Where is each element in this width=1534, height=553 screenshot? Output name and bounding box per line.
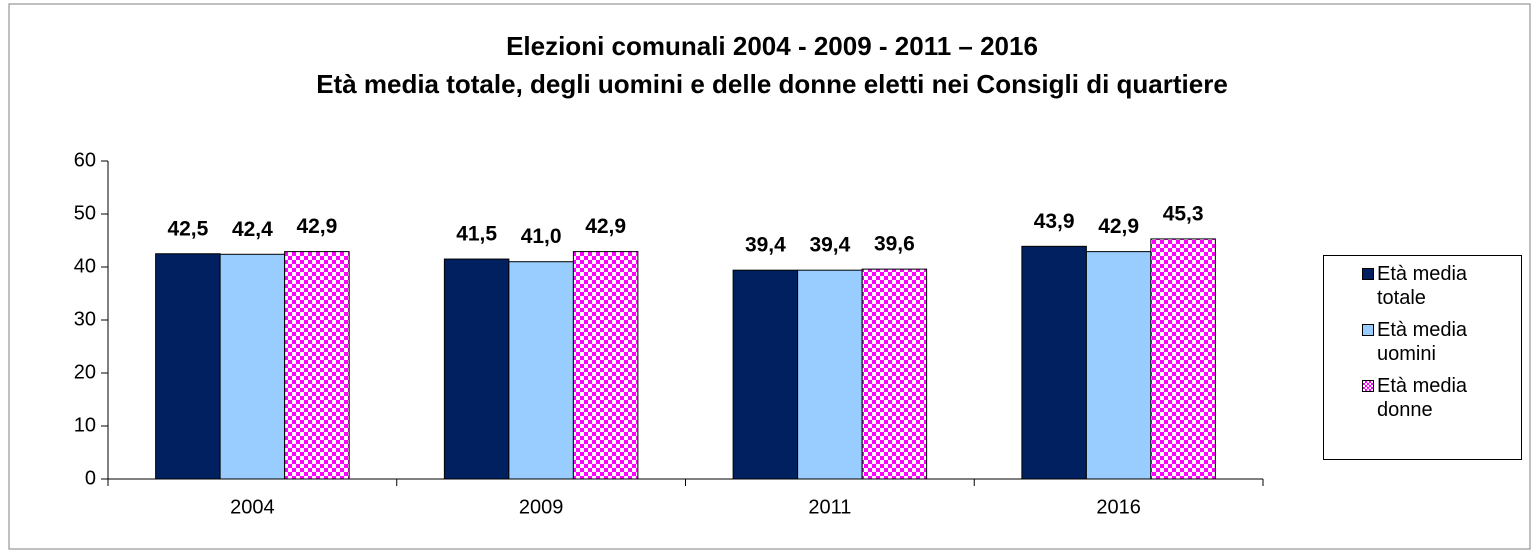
value-label: 42,9 bbox=[585, 215, 626, 238]
value-label: 42,5 bbox=[167, 217, 208, 240]
value-label: 39,4 bbox=[809, 234, 850, 257]
y-tick-label: 30 bbox=[74, 308, 96, 330]
x-tick-label: 2011 bbox=[808, 496, 851, 518]
y-tick-label: 10 bbox=[74, 414, 96, 436]
legend-swatch bbox=[1362, 324, 1374, 336]
legend-item: Età media totale bbox=[1362, 262, 1521, 310]
y-tick-label: 50 bbox=[74, 202, 96, 224]
legend-swatch bbox=[1362, 268, 1374, 280]
bar bbox=[732, 269, 799, 480]
legend-item: Età media uomini bbox=[1362, 318, 1521, 366]
value-label: 45,3 bbox=[1163, 202, 1204, 225]
bar bbox=[797, 269, 863, 480]
bar bbox=[219, 253, 286, 480]
bar bbox=[155, 253, 221, 480]
y-tick-label: 40 bbox=[74, 255, 96, 277]
bar bbox=[1085, 251, 1152, 480]
x-tick-label: 2004 bbox=[230, 496, 275, 518]
bar bbox=[1021, 245, 1087, 480]
value-label: 42,9 bbox=[296, 215, 337, 238]
value-label: 42,9 bbox=[1098, 215, 1139, 238]
bar bbox=[443, 258, 510, 480]
value-label: 41,0 bbox=[521, 225, 562, 248]
x-tick-label: 2009 bbox=[519, 496, 564, 518]
value-label: 39,4 bbox=[745, 234, 786, 257]
value-label: 39,6 bbox=[874, 233, 915, 256]
legend-swatch bbox=[1362, 380, 1374, 392]
chart-subtitle: Età media totale, degli uomini e delle d… bbox=[316, 69, 1228, 99]
value-label: 41,5 bbox=[456, 223, 497, 246]
y-tick-label: 60 bbox=[74, 149, 96, 171]
legend: Età media totale Età media uomini Età medi… bbox=[1323, 255, 1522, 460]
legend-label: Età media donne bbox=[1377, 375, 1468, 421]
bar bbox=[861, 268, 928, 480]
bar bbox=[284, 251, 350, 480]
legend-label: Età media totale bbox=[1377, 263, 1468, 309]
bar bbox=[1150, 238, 1216, 480]
y-tick-label: 0 bbox=[85, 467, 96, 489]
bar bbox=[508, 261, 574, 480]
bar bbox=[572, 251, 639, 480]
value-label: 43,9 bbox=[1034, 210, 1075, 233]
legend-label: Età media uomini bbox=[1377, 319, 1468, 365]
x-tick-label: 2016 bbox=[1096, 496, 1141, 518]
chart-title: Elezioni comunali 2004 - 2009 - 2011 – 2… bbox=[506, 31, 1038, 61]
value-label: 42,4 bbox=[232, 218, 273, 241]
legend-item: Età media donne bbox=[1362, 374, 1521, 422]
y-tick-label: 20 bbox=[74, 361, 96, 383]
